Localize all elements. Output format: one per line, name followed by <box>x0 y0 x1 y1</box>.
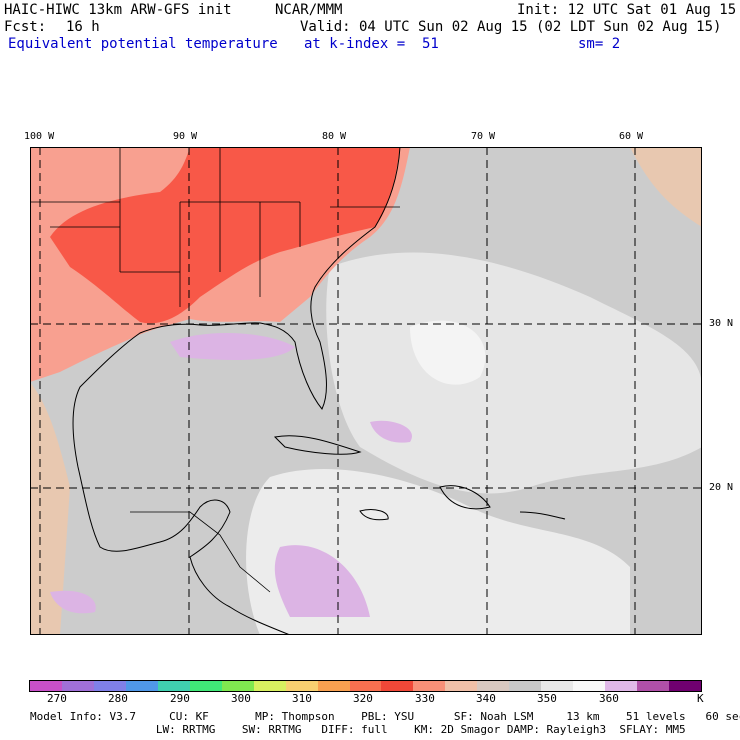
colorbar-label: 350 <box>537 692 557 705</box>
colorbar-swatch <box>573 681 606 691</box>
smooth-label: sm= 2 <box>578 36 621 52</box>
lon-label-100w: 100 W <box>24 131 55 142</box>
colorbar-label: 330 <box>415 692 435 705</box>
lavender-patch-bahamas <box>370 420 412 443</box>
org-label: NCAR/MMM <box>275 2 343 18</box>
colorbar-label: 280 <box>108 692 128 705</box>
tan-region-northeast <box>630 147 702 227</box>
model-info-line2: LW: RRTMG SW: RRTMG DIFF: full KM: 2D Sm… <box>30 723 686 736</box>
colorbar-swatch <box>30 681 62 691</box>
colorbar-swatch <box>221 681 254 691</box>
theta-e-map <box>30 147 702 635</box>
valid-time: Valid: 04 UTC Sun 02 Aug 15 (02 LDT Sun … <box>300 19 722 35</box>
map-frame <box>30 147 702 635</box>
coastlines <box>72 147 566 635</box>
lavender-patch-caribbean <box>274 545 370 617</box>
colorbar-swatch <box>349 681 382 691</box>
political-borders <box>30 147 400 593</box>
level-label: at k-index = 51 <box>304 36 439 52</box>
forecast-label: Fcst: <box>4 19 47 35</box>
colorbar-swatch <box>189 681 222 691</box>
model-info-line1: Model Info: V3.7 CU: KF MP: Thompson PBL… <box>30 710 740 723</box>
colorbar-label: 310 <box>292 692 312 705</box>
colorbar <box>29 680 702 692</box>
colorbar-swatch <box>445 681 478 691</box>
lon-label-90w: 90 W <box>173 131 198 142</box>
colorbar-swatch <box>61 681 94 691</box>
lon-label-70w: 70 W <box>471 131 496 142</box>
lat-lon-grid <box>30 147 702 635</box>
colorbar-swatch <box>125 681 158 691</box>
colorbar-swatch <box>285 681 318 691</box>
forecast-hour: 16 h <box>66 19 100 35</box>
colorbar-swatch <box>637 681 670 691</box>
field-name: Equivalent potential temperature <box>8 36 278 52</box>
colorbar-label: 300 <box>231 692 251 705</box>
lon-label-80w: 80 W <box>322 131 347 142</box>
colorbar-swatch <box>413 681 446 691</box>
colorbar-label: 290 <box>170 692 190 705</box>
colorbar-swatch <box>509 681 542 691</box>
hot-region-southeast-us <box>50 147 400 324</box>
atlantic-light-region <box>326 252 702 494</box>
init-time: Init: 12 UTC Sat 01 Aug 15 <box>517 2 737 18</box>
lavender-patch-pacific <box>50 590 96 614</box>
colorbar-swatch <box>477 681 510 691</box>
colorbar-swatch <box>381 681 414 691</box>
colorbar-swatch <box>157 681 190 691</box>
lat-label-20n: 20 N <box>709 482 734 493</box>
colorbar-swatch <box>541 681 574 691</box>
model-title: HAIC-HIWC 13km ARW-GFS init <box>4 2 232 18</box>
colorbar-swatch <box>669 681 702 691</box>
colorbar-label: K <box>697 692 704 705</box>
colorbar-label: 270 <box>47 692 67 705</box>
colorbar-label: 320 <box>353 692 373 705</box>
lat-label-30n: 30 N <box>709 318 734 329</box>
colorbar-label: 340 <box>476 692 496 705</box>
colorbar-swatch <box>253 681 286 691</box>
atlantic-white-patch <box>410 320 486 385</box>
colorbar-swatch <box>317 681 350 691</box>
colorbar-swatch <box>605 681 638 691</box>
colorbar-swatch <box>93 681 126 691</box>
colorbar-label: 360 <box>599 692 619 705</box>
lon-label-60w: 60 W <box>619 131 644 142</box>
tan-region-west <box>30 382 70 635</box>
lavender-patch-gulf <box>170 332 295 360</box>
